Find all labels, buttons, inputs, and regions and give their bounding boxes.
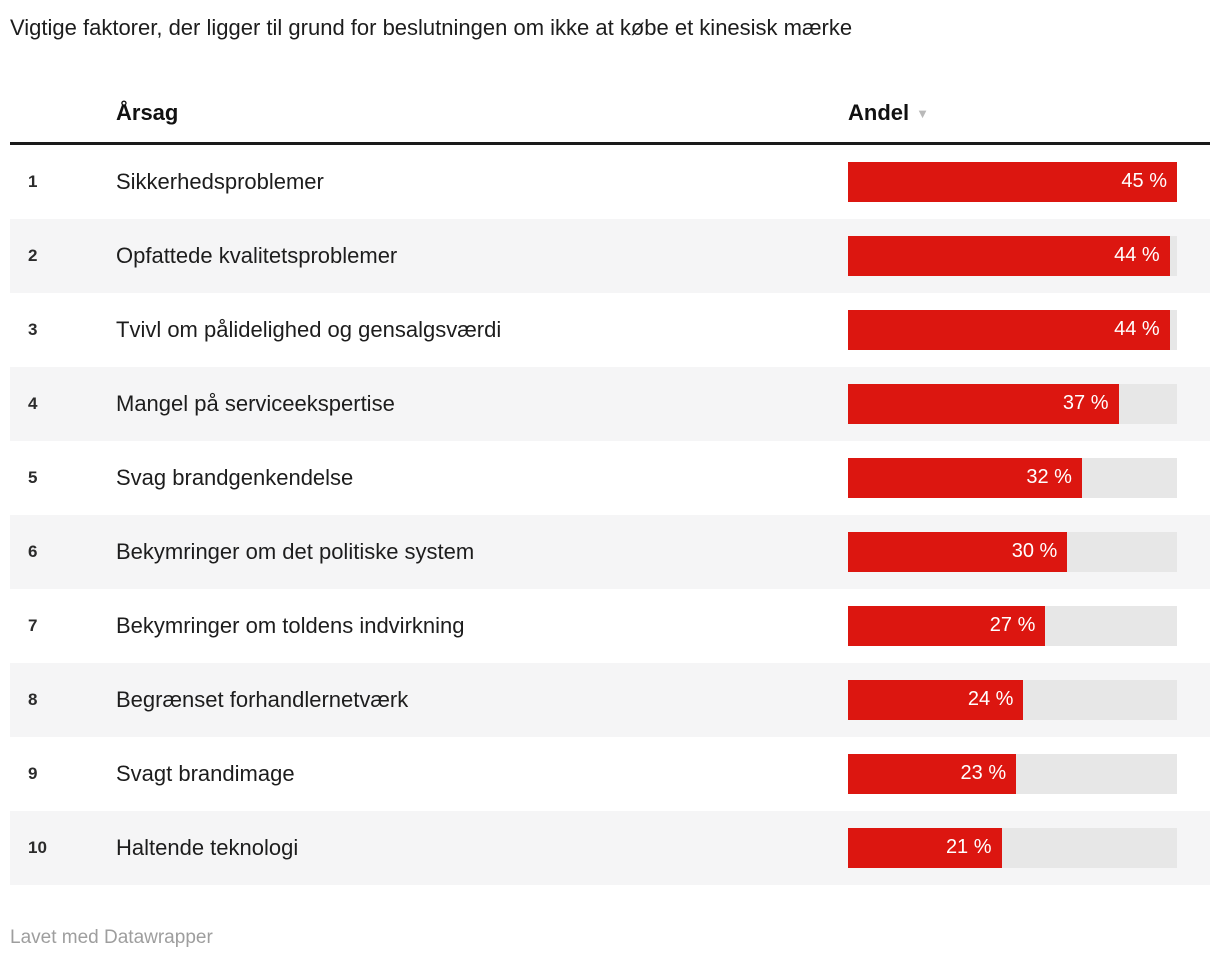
bar-fill: 27 %	[848, 605, 1046, 646]
sort-descending-icon[interactable]: ▼	[916, 105, 929, 121]
row-rank: 3	[28, 319, 38, 339]
row-rank: 2	[28, 245, 38, 265]
row-label: Opfattede kvalitetsproblemer	[116, 242, 398, 268]
bar-value-label: 44 %	[1114, 244, 1160, 266]
row-label: Bekymringer om toldens indvirkning	[116, 612, 465, 638]
table-row: 4 Mangel på serviceekspertise 37 %	[10, 366, 1210, 441]
bar-cell: 21 %	[848, 827, 1210, 868]
row-label: Tvivl om pålidelighed og gensalgsværdi	[116, 316, 502, 342]
table-header: Årsag Andel ▼	[10, 100, 1210, 145]
bar-fill: 23 %	[848, 753, 1017, 794]
bar-track: 44 %	[848, 309, 1177, 350]
bar-cell: 24 %	[848, 679, 1210, 720]
bar-track: 27 %	[848, 605, 1177, 646]
bar-value-label: 24 %	[967, 688, 1014, 710]
table-body: 1 Sikkerhedsproblemer 45 % 2 Opfattede k…	[10, 145, 1210, 885]
row-label: Bekymringer om det politiske system	[116, 538, 475, 564]
table-row: 2 Opfattede kvalitetsproblemer 44 %	[10, 218, 1210, 293]
bar-track: 23 %	[848, 753, 1177, 794]
bar-fill: 30 %	[848, 531, 1068, 572]
column-header-share[interactable]: Andel ▼	[848, 100, 1210, 126]
row-rank: 10	[28, 837, 47, 857]
bar-track: 44 %	[848, 235, 1177, 276]
bar-cell: 32 %	[848, 457, 1210, 498]
row-label: Haltende teknologi	[116, 834, 299, 860]
row-label: Svag brandgenkendelse	[116, 464, 354, 490]
chart-title: Vigtige faktorer, der ligger til grund f…	[10, 15, 853, 40]
bar-track: 32 %	[848, 457, 1177, 498]
bar-value-label: 23 %	[960, 762, 1007, 784]
table-row: 5 Svag brandgenkendelse 32 %	[10, 441, 1210, 515]
bar-fill: 44 %	[848, 309, 1170, 350]
bar-fill: 44 %	[848, 235, 1170, 276]
bar-value-label: 30 %	[1011, 540, 1058, 562]
bar-track: 21 %	[848, 827, 1177, 868]
bar-value-label: 21 %	[945, 836, 992, 858]
bar-fill: 45 %	[848, 161, 1177, 202]
bar-fill: 32 %	[848, 457, 1082, 498]
table-row: 3 Tvivl om pålidelighed og gensalgsværdi…	[10, 293, 1210, 367]
bar-fill: 37 %	[848, 383, 1119, 424]
row-label: Mangel på serviceekspertise	[116, 390, 395, 416]
bar-track: 37 %	[848, 383, 1177, 424]
table-row: 8 Begrænset forhandlernetværk 24 %	[10, 662, 1210, 737]
row-rank: 7	[28, 615, 38, 635]
row-rank: 8	[28, 689, 38, 709]
attribution-credit: Lavet med Datawrapper	[10, 926, 213, 948]
bar-track: 24 %	[848, 679, 1177, 720]
row-rank: 9	[28, 763, 38, 783]
row-rank: 1	[28, 171, 38, 191]
bar-cell: 27 %	[848, 605, 1210, 646]
bar-fill: 24 %	[848, 679, 1024, 720]
bar-cell: 44 %	[848, 235, 1210, 276]
table-row: 7 Bekymringer om toldens indvirkning 27 …	[10, 589, 1210, 663]
bar-value-label: 37 %	[1062, 392, 1109, 414]
table-row: 9 Svagt brandimage 23 %	[10, 737, 1210, 811]
row-label: Sikkerhedsproblemer	[116, 168, 324, 194]
bar-cell: 44 %	[848, 309, 1210, 350]
bar-value-label: 45 %	[1121, 170, 1167, 192]
bar-track: 30 %	[848, 531, 1177, 572]
bar-fill: 21 %	[848, 827, 1002, 868]
row-label: Begrænset forhandlernetværk	[116, 686, 409, 712]
datawrapper-bar-table: Vigtige faktorer, der ligger til grund f…	[10, 15, 1210, 948]
column-header-share-label: Andel	[848, 99, 910, 125]
column-header-reason[interactable]: Årsag	[116, 99, 179, 125]
bar-cell: 45 %	[848, 161, 1210, 202]
bar-cell: 30 %	[848, 531, 1210, 572]
bar-cell: 37 %	[848, 383, 1210, 424]
table-row: 1 Sikkerhedsproblemer 45 %	[10, 145, 1210, 219]
row-rank: 6	[28, 541, 38, 561]
bar-value-label: 32 %	[1026, 466, 1072, 488]
bar-cell: 23 %	[848, 753, 1210, 794]
bar-value-label: 44 %	[1114, 318, 1160, 340]
bar-value-label: 27 %	[989, 614, 1036, 636]
row-rank: 4	[28, 393, 38, 413]
table-row: 10 Haltende teknologi 21 %	[10, 810, 1210, 885]
row-label: Svagt brandimage	[116, 760, 295, 786]
table-row: 6 Bekymringer om det politiske system 30…	[10, 514, 1210, 589]
row-rank: 5	[28, 467, 38, 487]
bar-track: 45 %	[848, 161, 1177, 202]
